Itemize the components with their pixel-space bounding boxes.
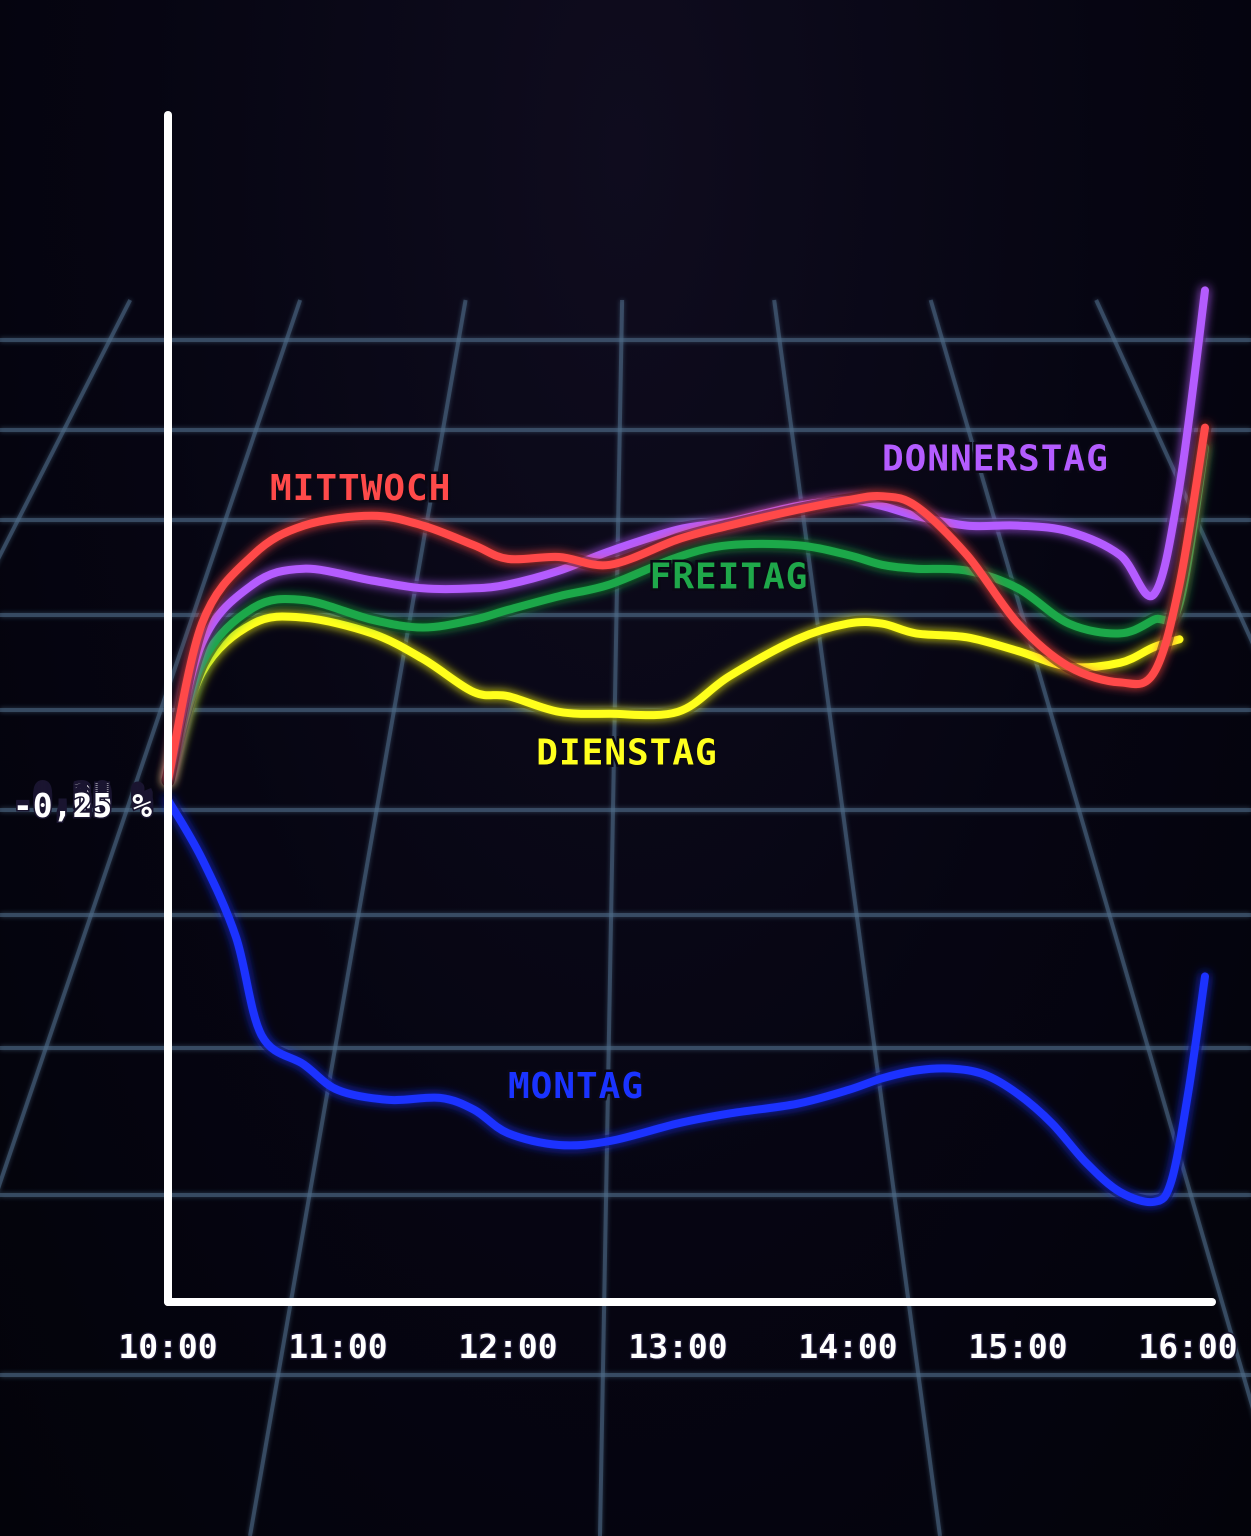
y-tick-label: -0,15 % xyxy=(13,784,152,823)
y-tick-label: -0,20 % xyxy=(13,785,152,824)
series-line-montag xyxy=(164,796,1209,1207)
series-line-dienstag xyxy=(164,612,1184,785)
x-tick-label: 14:00 xyxy=(798,1327,897,1366)
y-tick-label: 0,05 % xyxy=(33,780,152,819)
y-tick-label: 0,25 % xyxy=(33,776,152,815)
series-label-freitag: FREITAG xyxy=(650,556,809,597)
grid-line-vertical xyxy=(0,299,132,560)
series-labels: MITTWOCH DONNERSTAG FREITAG DIENSTAG MONTAG xyxy=(268,436,1111,1109)
y-tick-labels: 0,30 %0,25 %0,20 %0,15 %0,10 %0,05 %0,00… xyxy=(11,774,153,827)
x-tick-label: 12:00 xyxy=(458,1327,557,1366)
y-tick-label: 0,10 % xyxy=(33,779,152,818)
y-tick-label: 0,00 % xyxy=(33,781,152,820)
series-label-dienstag: DIENSTAG xyxy=(536,733,717,774)
series-line-mittwoch xyxy=(164,423,1209,785)
grid-line-vertical xyxy=(248,299,468,1536)
axes xyxy=(164,111,1216,1306)
grid-line-vertical xyxy=(0,299,303,1190)
x-tick-label: 10:00 xyxy=(118,1327,217,1366)
series-lines xyxy=(161,283,1212,1209)
y-tick-label: 0,30 % xyxy=(33,775,152,814)
series-shadow-montag xyxy=(161,793,1212,1209)
x-tick-label: 11:00 xyxy=(288,1327,387,1366)
x-tick-label: 16:00 xyxy=(1138,1327,1237,1366)
grid-line-vertical xyxy=(928,299,1251,1410)
series-label-mittwoch: MITTWOCH xyxy=(270,468,451,509)
y-tick-label: 0,15 % xyxy=(33,778,152,817)
y-tick-label: 0,20 % xyxy=(33,777,152,816)
y-tick-label: -0,10 % xyxy=(13,783,152,822)
series-label-montag: MONTAG xyxy=(508,1066,644,1107)
series-label-donnerstag: DONNERSTAG xyxy=(882,439,1109,480)
x-tick-label: 15:00 xyxy=(968,1327,1067,1366)
x-tick-label: 13:00 xyxy=(628,1327,727,1366)
series-line-freitag xyxy=(164,443,1209,785)
grid-line-vertical xyxy=(598,299,625,1536)
y-tick-label: -0,25 % xyxy=(13,786,152,825)
x-tick-labels: 10:00 11:00 12:00 13:00 14:00 15:00 16:00 xyxy=(117,1326,1239,1368)
y-tick-label: -0,05 % xyxy=(13,782,152,821)
